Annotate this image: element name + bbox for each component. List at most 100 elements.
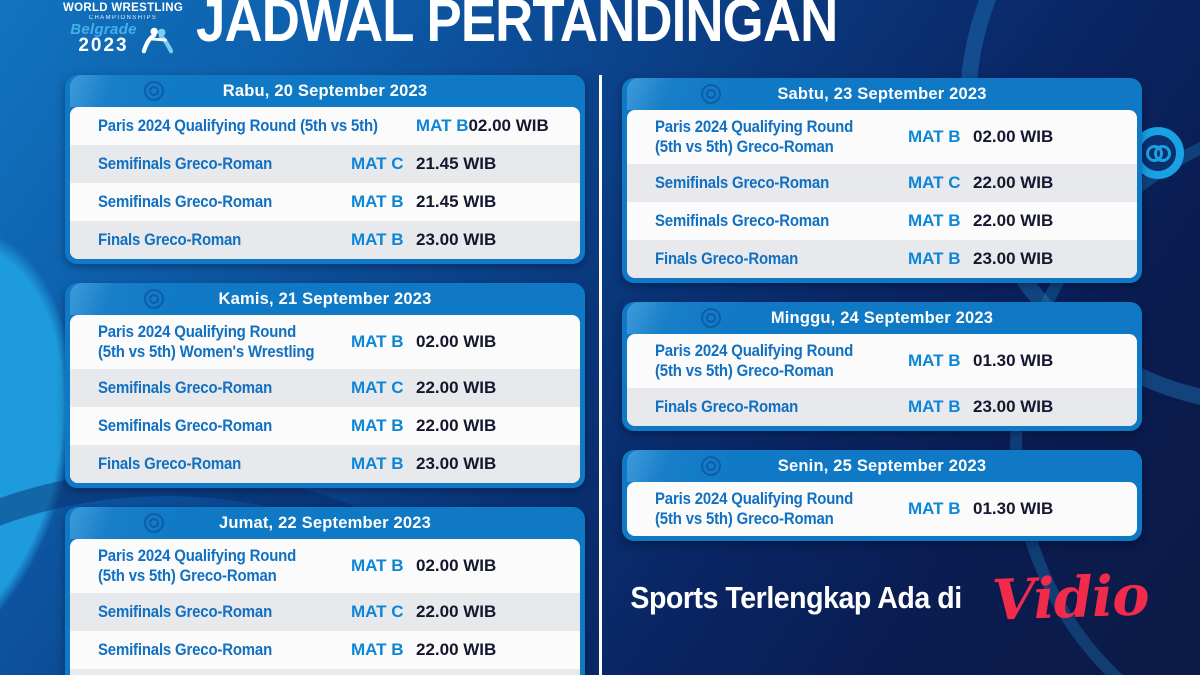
time-label: 23.00 WIB <box>416 230 497 249</box>
time-label: 02.00 WIB <box>416 332 497 351</box>
card-body: Paris 2024 Qualifying Round (5th vs 5th)… <box>70 315 580 483</box>
card-body: Paris 2024 Qualifying Round (5th vs 5th)… <box>627 482 1137 536</box>
time-label: 01.30 WIB <box>973 499 1054 518</box>
mat-label: MAT C <box>351 602 404 621</box>
time-label: 22.00 WIB <box>416 640 497 659</box>
card-date: Rabu, 20 September 2023 <box>222 81 428 100</box>
column-divider <box>599 75 602 675</box>
schedule-row: Semifinals Greco-Roman MAT C 21.45 WIB <box>70 145 580 183</box>
card-body: Paris 2024 Qualifying Round (5th vs 5th)… <box>627 110 1137 278</box>
time-label: 21.45 WIB <box>416 154 497 173</box>
card-date-header: Kamis, 21 September 2023 <box>70 283 580 315</box>
vidio-logo: Vidio <box>990 562 1150 634</box>
event-name: Finals Greco-Roman <box>98 454 242 473</box>
card-date: Jumat, 22 September 2023 <box>218 513 432 532</box>
time-label: 22.00 WIB <box>973 173 1054 192</box>
logo-belgrade-text: Belgrade <box>70 21 137 38</box>
event-name: Semifinals Greco-Roman <box>98 640 273 659</box>
mat-label: MAT C <box>908 173 961 192</box>
schedule-row: Semifinals Greco-Roman MAT B 22.00 WIB <box>70 407 580 445</box>
time-label: 23.00 WIB <box>973 397 1054 416</box>
event-name: Semifinals Greco-Roman <box>98 378 273 397</box>
event-name: Paris 2024 Qualifying Round (5th vs 5th) <box>98 116 378 135</box>
event-name: Semifinals Greco-Roman <box>655 211 830 230</box>
time-label: 22.00 WIB <box>416 378 497 397</box>
event-name: Semifinals Greco-Roman <box>98 602 273 621</box>
mat-label: MAT B <box>351 454 404 473</box>
logo-year-text: 2023 <box>78 35 129 56</box>
mat-label: MAT B <box>908 127 961 146</box>
schedule-row: Semifinals Greco-Roman MAT B 21.45 WIB <box>70 183 580 221</box>
logo-line-championships: CHAMPIONSHIPS <box>88 15 158 21</box>
schedule-row: Finals Greco-Roman MAT B 23.00 WIB <box>70 221 580 259</box>
mat-label: MAT B <box>351 332 404 351</box>
concentric-rings-icon <box>144 513 164 533</box>
card-date-header: Jumat, 22 September 2023 <box>70 507 580 539</box>
event-name: Semifinals Greco-Roman <box>98 154 273 173</box>
card-date: Minggu, 24 September 2023 <box>770 308 994 327</box>
card-body: Paris 2024 Qualifying Round (5th vs 5th)… <box>627 334 1137 426</box>
ring-right-icon <box>1154 145 1171 162</box>
time-label: 02.00 WIB <box>973 127 1054 146</box>
page-title: JADWAL PERTANDINGAN <box>196 0 838 54</box>
event-logo: WORLD WRESTLING CHAMPIONSHIPS Belgrade 2… <box>56 2 190 56</box>
card-date-header: Rabu, 20 September 2023 <box>70 75 580 107</box>
card-date-header: Sabtu, 23 September 2023 <box>627 78 1137 110</box>
mat-label: MAT C <box>351 154 404 173</box>
schedule-row: Semifinals Greco-Roman MAT B 22.00 WIB <box>70 631 580 669</box>
event-name: Paris 2024 Qualifying Round (5th vs 5th)… <box>655 341 854 380</box>
event-name: Paris 2024 Qualifying Round (5th vs 5th)… <box>655 117 854 156</box>
time-label: 01.30 WIB <box>973 351 1054 370</box>
mat-label: MAT B <box>415 116 469 135</box>
concentric-rings-icon <box>144 289 164 309</box>
mat-label: MAT B <box>351 640 404 659</box>
mat-label: MAT B <box>908 211 961 230</box>
schedule-row: Finals Greco-Roman MAT B 23.00 WIB <box>627 240 1137 278</box>
schedule-row: Paris 2024 Qualifying Round (5th vs 5th)… <box>70 315 580 369</box>
mat-label: MAT B <box>908 351 961 370</box>
mat-label: MAT B <box>908 397 961 416</box>
event-name: Finals Greco-Roman <box>655 249 799 268</box>
concentric-rings-icon <box>701 84 721 104</box>
mat-label: MAT B <box>351 556 404 575</box>
schedule-row: Paris 2024 Qualifying Round (5th vs 5th)… <box>627 482 1137 536</box>
event-name: Finals Greco-Roman <box>655 397 799 416</box>
time-label: 23.00 WIB <box>416 454 497 473</box>
schedule-row: Semifinals Greco-Roman MAT C 22.00 WIB <box>70 369 580 407</box>
schedule-card: Minggu, 24 September 2023 Paris 2024 Qua… <box>622 302 1142 431</box>
card-date-header: Senin, 25 September 2023 <box>627 450 1137 482</box>
schedule-card: Jumat, 22 September 2023 Paris 2024 Qual… <box>65 507 585 675</box>
event-name: Paris 2024 Qualifying Round (5th vs 5th)… <box>655 489 854 528</box>
event-name: Semifinals Greco-Roman <box>98 416 273 435</box>
schedule-row: Paris 2024 Qualifying Round (5th vs 5th)… <box>70 539 580 593</box>
schedule-card: Rabu, 20 September 2023 Paris 2024 Quali… <box>65 75 585 264</box>
time-label: 22.00 WIB <box>416 602 497 621</box>
concentric-rings-icon <box>144 81 164 101</box>
mat-label: MAT B <box>908 499 961 518</box>
schedule-row: Semifinals Greco-Roman MAT C 22.00 WIB <box>627 164 1137 202</box>
schedule-row <box>70 669 580 675</box>
schedule-row: Finals Greco-Roman MAT B 23.00 WIB <box>70 445 580 483</box>
tagline-text: Sports Terlengkap Ada di <box>630 580 962 615</box>
event-name: Finals Greco-Roman <box>98 230 242 249</box>
concentric-rings-icon <box>701 308 721 328</box>
schedule-card: Sabtu, 23 September 2023 Paris 2024 Qual… <box>622 78 1142 283</box>
schedule-row: Paris 2024 Qualifying Round (5th vs 5th)… <box>70 107 580 145</box>
time-label: 23.00 WIB <box>973 249 1054 268</box>
schedule-column-left: Rabu, 20 September 2023 Paris 2024 Quali… <box>65 75 585 675</box>
time-label: 02.00 WIB <box>416 556 497 575</box>
schedule-column-right: Sabtu, 23 September 2023 Paris 2024 Qual… <box>622 78 1142 560</box>
schedule-row: Semifinals Greco-Roman MAT B 22.00 WIB <box>627 202 1137 240</box>
card-body: Paris 2024 Qualifying Round (5th vs 5th)… <box>70 107 580 259</box>
event-name: Paris 2024 Qualifying Round (5th vs 5th)… <box>98 322 315 361</box>
promo-tagline: Sports Terlengkap Ada di Vidio <box>622 556 1149 640</box>
event-name: Paris 2024 Qualifying Round (5th vs 5th)… <box>98 546 297 585</box>
schedule-card: Senin, 25 September 2023 Paris 2024 Qual… <box>622 450 1142 541</box>
time-label: 21.45 WIB <box>416 192 497 211</box>
card-date-header: Minggu, 24 September 2023 <box>627 302 1137 334</box>
concentric-rings-icon <box>701 456 721 476</box>
schedule-card: Kamis, 21 September 2023 Paris 2024 Qual… <box>65 283 585 488</box>
wrestlers-illustration-icon <box>141 27 173 53</box>
card-date: Senin, 25 September 2023 <box>777 456 987 475</box>
